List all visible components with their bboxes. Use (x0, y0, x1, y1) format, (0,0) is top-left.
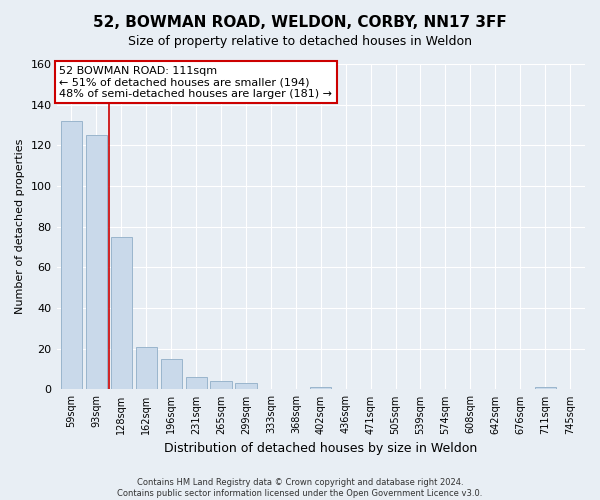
Bar (61, 121, 82, 390)
Text: 52 BOWMAN ROAD: 111sqm
← 51% of detached houses are smaller (194)
48% of semi-de: 52 BOWMAN ROAD: 111sqm ← 51% of detached… (59, 66, 332, 99)
Bar (161, 359, 182, 390)
Bar (185, 377, 207, 390)
Bar (136, 346, 157, 390)
Y-axis label: Number of detached properties: Number of detached properties (15, 139, 25, 314)
Bar (235, 384, 257, 390)
Bar (111, 237, 132, 390)
Bar (211, 382, 232, 390)
Text: 52, BOWMAN ROAD, WELDON, CORBY, NN17 3FF: 52, BOWMAN ROAD, WELDON, CORBY, NN17 3FF (93, 15, 507, 30)
Bar (310, 388, 331, 390)
Bar (535, 388, 556, 390)
Bar (86, 135, 107, 390)
Text: Contains HM Land Registry data © Crown copyright and database right 2024.
Contai: Contains HM Land Registry data © Crown c… (118, 478, 482, 498)
X-axis label: Distribution of detached houses by size in Weldon: Distribution of detached houses by size … (164, 442, 478, 455)
Text: Size of property relative to detached houses in Weldon: Size of property relative to detached ho… (128, 35, 472, 48)
